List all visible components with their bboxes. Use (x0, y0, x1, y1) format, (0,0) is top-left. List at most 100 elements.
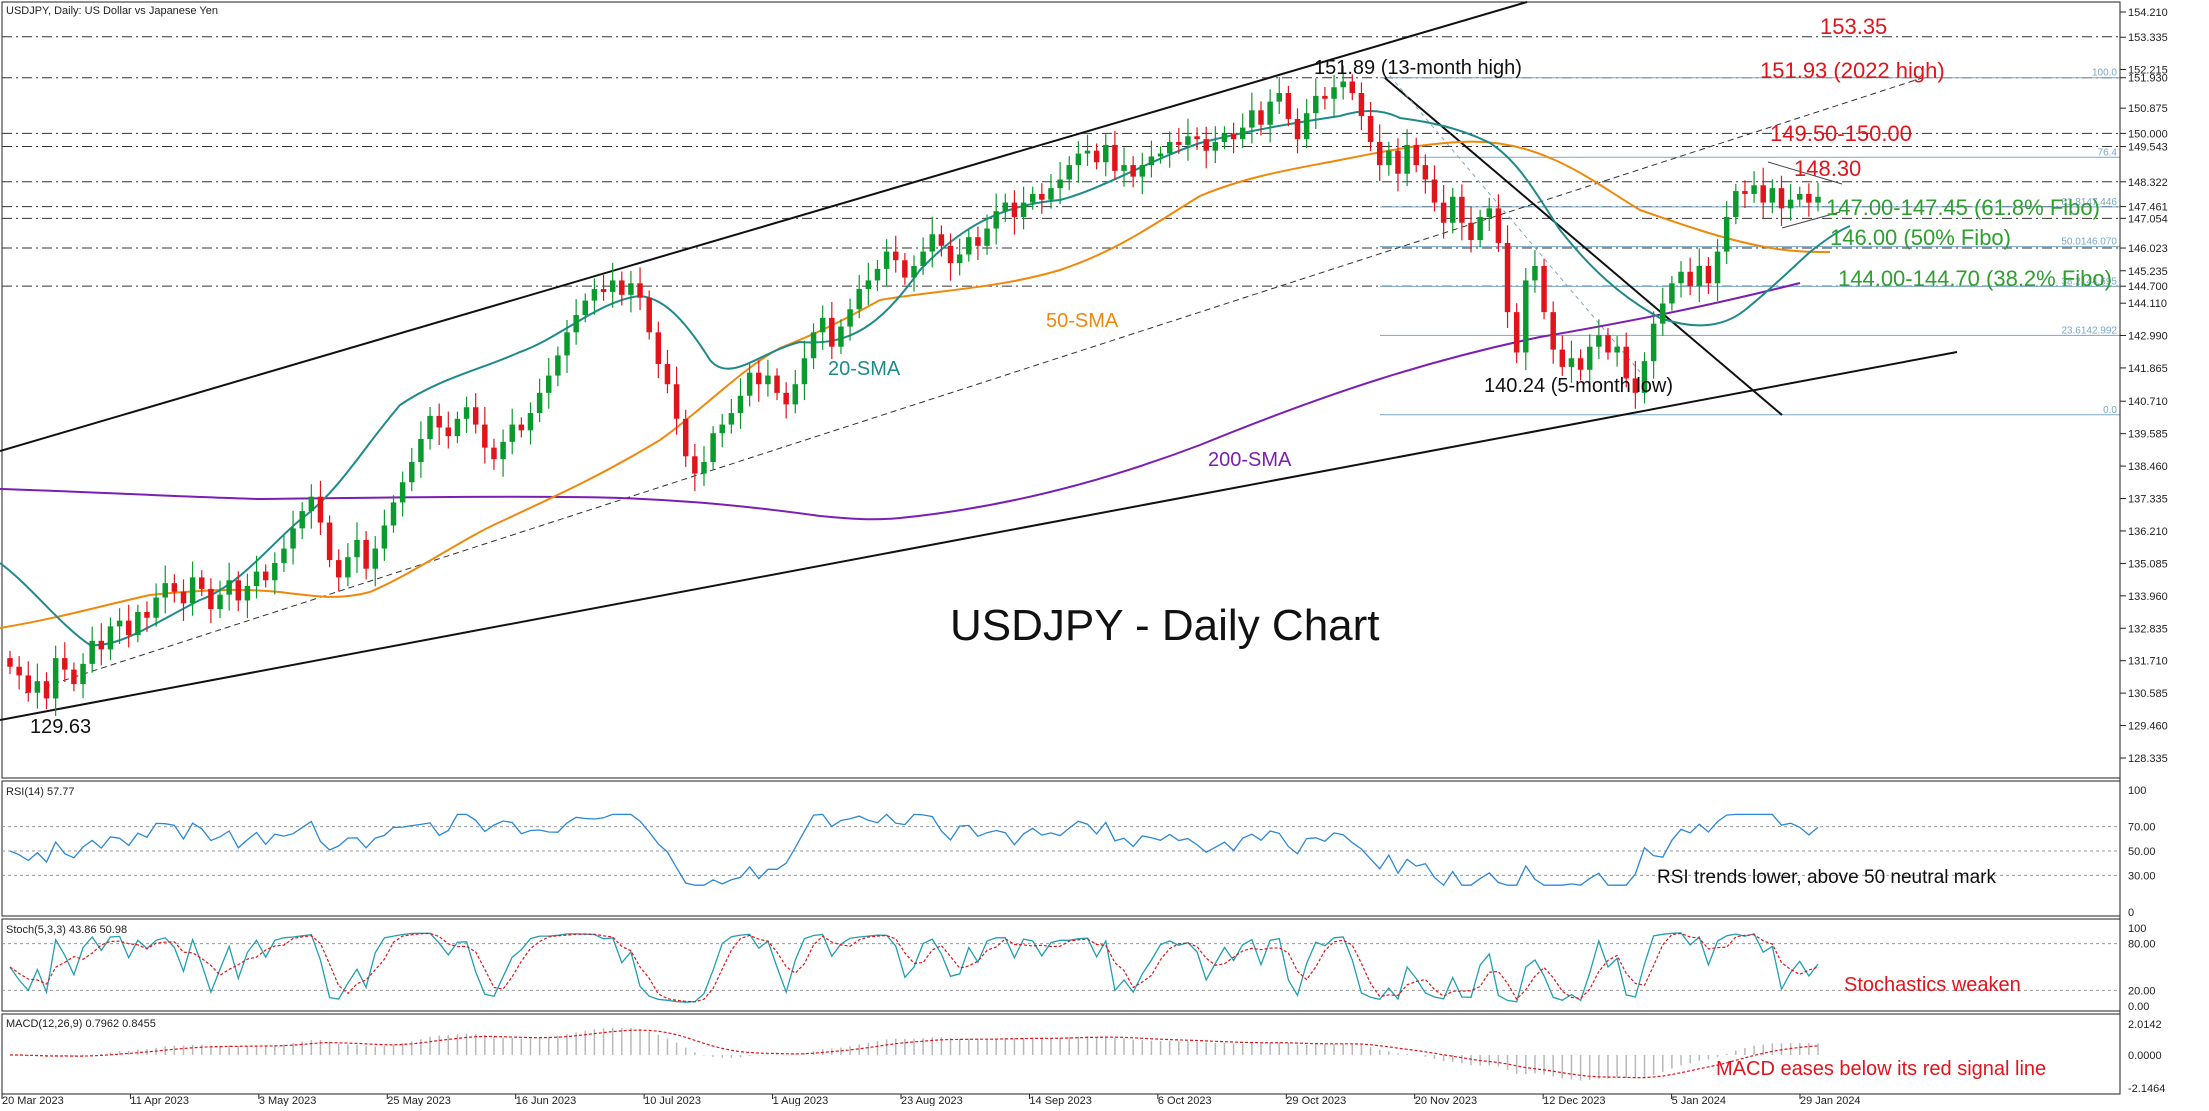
price-tick-label: 137.335 (2128, 494, 2168, 506)
price-tick-label: 144.110 (2128, 298, 2167, 310)
candle-body (774, 375, 780, 393)
candle-body (518, 424, 525, 431)
candle-body (62, 658, 68, 670)
candle-body (1778, 188, 1785, 209)
candle-body (1495, 208, 1502, 243)
candle-body (1723, 216, 1730, 252)
downtrend-line (1384, 77, 1783, 416)
sma-200-label: 200-SMA (1208, 449, 1292, 471)
triangle-lower-line (1781, 211, 1841, 229)
price-tick-label: 128.335 (2128, 753, 2168, 765)
time-tick-label: 14 Sep 2023 (1029, 1095, 1091, 1106)
candle-body (746, 372, 753, 396)
candle-body (555, 355, 561, 376)
candle-body (326, 522, 333, 561)
candle-body (180, 591, 187, 604)
candle-body (1605, 335, 1611, 353)
candle-body (1039, 193, 1045, 200)
candle-body (107, 626, 114, 650)
candle-body (1787, 199, 1794, 209)
rsi-line (9, 813, 1819, 887)
candle-body (1048, 188, 1054, 200)
candle-body (1093, 150, 1100, 163)
level-144-label: 144.00-144.70 (38.2% Fibo) (1838, 266, 2112, 291)
candle-body (682, 418, 689, 457)
time-tick-label: 20 Nov 2023 (1415, 1095, 1477, 1106)
candle-body (591, 289, 598, 301)
candle-body (7, 658, 13, 667)
high-13-month-label: 151.89 (13-month high) (1314, 57, 1522, 79)
candle-body (1002, 202, 1009, 212)
macd-tick-label: -2.1464 (2128, 1083, 2165, 1095)
candle-body (1230, 133, 1237, 140)
candle-body (1806, 193, 1812, 203)
candle-body (171, 583, 178, 592)
macd-header: MACD(12,26,9) 0.7962 0.8455 (6, 1018, 156, 1030)
candle-body (1011, 202, 1018, 217)
candle-body (1486, 208, 1493, 217)
candle-body (363, 539, 369, 569)
candle-body (1815, 196, 1821, 203)
candle-body (628, 283, 634, 295)
price-tick-label: 144.700 (2128, 281, 2168, 293)
price-tick-label: 141.865 (2128, 363, 2168, 375)
candle-body (1221, 133, 1228, 143)
rsi-panel: 100 70.00 50.00 30.00 0 (2, 785, 2156, 919)
candle-body (1194, 136, 1200, 140)
candle-body (865, 280, 872, 290)
candle-body (335, 560, 342, 578)
candle-body (290, 528, 296, 549)
level-146-label: 146.00 (50% Fibo) (1830, 225, 2011, 250)
candle-body (993, 211, 999, 229)
candle-body (856, 289, 862, 310)
sma-200-line (0, 282, 1801, 521)
candle-body (947, 245, 954, 264)
candle-body (1568, 358, 1575, 367)
candle-body (1203, 139, 1209, 151)
candle-body (938, 234, 945, 246)
candle-body (162, 583, 168, 598)
candle-body (299, 511, 305, 529)
candle-body (1760, 185, 1766, 203)
candle-body (1395, 150, 1401, 174)
price-tick-label: 129.460 (2128, 721, 2168, 733)
rsi-tick-label: 30.00 (2128, 870, 2156, 882)
candle-body (116, 620, 123, 627)
candle-body (619, 280, 625, 295)
price-tick-label: 131.710 (2128, 656, 2168, 668)
rsi-tick-label: 50.00 (2128, 846, 2156, 858)
candle-body (892, 251, 899, 261)
candle-body (1157, 153, 1164, 157)
triangle-upper-line (1767, 161, 1843, 185)
time-tick-label: 20 Mar 2023 (2, 1095, 64, 1106)
candle-body (1249, 110, 1255, 128)
time-tick-label: 16 Jun 2023 (516, 1095, 577, 1106)
price-tick-label: 151.930 (2128, 73, 2168, 85)
candle-body (43, 681, 50, 699)
candle-body (1121, 165, 1127, 171)
time-tick-label: 11 Apr 2023 (130, 1095, 189, 1106)
candle-body (984, 228, 990, 246)
candle-body (975, 237, 981, 246)
candle-body (1678, 271, 1684, 284)
candle-body (829, 317, 835, 347)
level-153-35-label: 153.35 (1820, 14, 1887, 39)
price-tick-label: 148.322 (2128, 177, 2168, 189)
candle-body (390, 502, 397, 526)
price-tick-label: 147.461 (2128, 202, 2168, 214)
candle-body (262, 571, 269, 581)
stochastic-panel: 100 80.00 20.00 0.00 (2, 923, 2156, 1013)
candle-body (1459, 196, 1465, 223)
candle-body (1687, 271, 1693, 287)
main-panel-frame (1, 1, 2121, 779)
candle-body (1577, 358, 1584, 370)
candle-body (847, 309, 853, 327)
candle-body (1276, 93, 1282, 102)
candle-body (1148, 156, 1155, 166)
candle-body (1322, 95, 1328, 99)
candle-body (135, 611, 141, 636)
fibonacci-levels: 100.0 76.4 61.8147.446 50.0146.070 38.2144.6… (1380, 68, 2120, 416)
stoch-header: Stoch(5,3,3) 43.86 50.98 (6, 924, 127, 936)
candle-body (1313, 95, 1319, 114)
